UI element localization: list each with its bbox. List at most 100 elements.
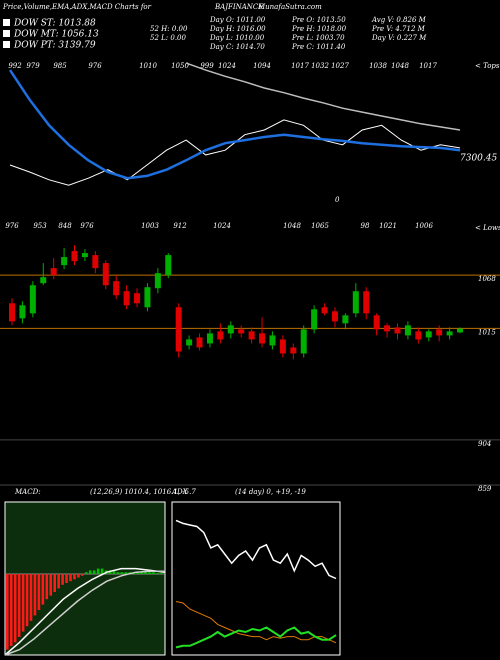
top-label: 1024 <box>218 62 236 70</box>
series-line <box>175 626 337 649</box>
candle-body <box>61 257 68 266</box>
candle-body <box>71 251 78 262</box>
candle-body <box>300 329 307 354</box>
stat-text: Pre C: 1011.40 <box>291 43 346 51</box>
series-line <box>175 601 337 644</box>
histogram-bar <box>69 574 72 582</box>
bottom-label: 98 <box>361 222 370 230</box>
lows-label: < Lows <box>475 224 500 232</box>
legend-swatch <box>3 30 10 37</box>
legend-swatch <box>3 41 10 48</box>
zero-label: 0 <box>335 196 340 204</box>
candle-body <box>238 329 245 334</box>
legend-entry: DOW MT: 1056.13 <box>13 30 99 40</box>
bottom-label: 1048 <box>283 222 301 230</box>
series-line <box>4 567 166 656</box>
histogram-bar <box>116 572 120 574</box>
histogram-bar <box>41 574 45 605</box>
histogram-bar <box>13 574 17 643</box>
histogram-bar <box>6 574 9 650</box>
candle-body <box>373 315 380 330</box>
candle-body <box>81 253 88 258</box>
candle-body <box>9 303 15 322</box>
histogram-bar <box>61 574 64 585</box>
histogram-bar <box>17 574 21 637</box>
legend-swatch <box>3 19 10 26</box>
series-line <box>4 570 165 656</box>
candle-body <box>363 291 370 314</box>
panel-bg <box>171 501 341 656</box>
candle-body <box>290 347 297 354</box>
bottom-label: 1003 <box>141 222 159 230</box>
candle-body <box>457 328 463 333</box>
histogram-bar <box>37 574 41 610</box>
histogram-bar <box>53 574 56 592</box>
candle-body <box>394 327 401 334</box>
candle-body <box>404 325 411 336</box>
candle-body <box>217 331 224 340</box>
histogram-bar <box>152 572 155 574</box>
candle-body <box>102 263 109 286</box>
bottom-label: 1024 <box>213 222 231 230</box>
header-title: Price,Volume,EMA,ADX,MACD Charts for <box>2 3 152 11</box>
candle-body <box>19 305 26 319</box>
candle-body <box>92 255 99 269</box>
bottom-label: 976 <box>80 222 94 230</box>
top-label: 1032 <box>311 62 329 70</box>
candle-body <box>425 331 432 338</box>
candle-body <box>227 325 234 334</box>
panel-params: (12,26,9) 1010.4, 1016.1, -5.7 <box>90 488 196 496</box>
candle-body <box>165 255 172 276</box>
bottom-label: 848 <box>58 222 72 230</box>
stat-text: Day H: 1016.00 <box>209 25 266 33</box>
histogram-bar <box>148 572 151 574</box>
bottom-label: 1065 <box>311 222 329 230</box>
top-label: 1027 <box>331 62 349 70</box>
candle-body <box>436 329 443 336</box>
histogram-bar <box>49 574 53 596</box>
y-tick-label: 904 <box>478 440 491 448</box>
candle-body <box>29 285 36 314</box>
histogram-bar <box>140 572 143 574</box>
stat-text: Avg V: 0.826 M <box>371 16 427 24</box>
legend-entry: DOW PT: 3139.79 <box>13 41 96 51</box>
candle-body <box>175 307 182 352</box>
histogram-bar <box>100 568 104 574</box>
top-label: 1050 <box>171 62 189 70</box>
histogram-bar <box>124 572 128 574</box>
top-label: 976 <box>88 62 102 70</box>
stat-text: Pre V: 4.712 M <box>371 25 426 33</box>
top-label: 979 <box>26 62 40 70</box>
stat-text: Day L: 1010.00 <box>209 34 265 42</box>
histogram-bar <box>85 572 88 574</box>
candle-body <box>269 335 276 346</box>
histogram-bar <box>29 574 33 621</box>
candle-body <box>331 311 338 322</box>
top-label: 999 <box>200 62 214 70</box>
candle-body <box>384 325 391 332</box>
histogram-bar <box>21 574 25 632</box>
top-label: 1094 <box>253 62 271 70</box>
bottom-label: 1021 <box>379 222 397 230</box>
candle-body <box>311 309 318 330</box>
candle-body <box>134 293 141 304</box>
candle-body <box>196 337 203 348</box>
stat-text: Pre O: 1013.50 <box>291 16 346 24</box>
candle-body <box>40 277 47 284</box>
legend-entry: DOW ST: 1013.88 <box>13 19 96 29</box>
top-label: 1048 <box>391 62 409 70</box>
panel-title: MACD: <box>14 488 41 496</box>
candle-body <box>113 281 120 296</box>
histogram-bar <box>144 572 147 574</box>
stat-text: Pre H: 1018.00 <box>291 25 347 33</box>
header-site: MunafaSutra.com <box>257 3 322 11</box>
candle-body <box>279 339 286 354</box>
histogram-bar <box>92 570 96 574</box>
tops-label: < Tops <box>475 62 500 70</box>
histogram-bar <box>108 570 112 574</box>
top-label: 1010 <box>139 62 157 70</box>
y-tick-label: 859 <box>478 485 492 493</box>
histogram-bar <box>77 574 80 578</box>
candle-body <box>50 268 57 276</box>
